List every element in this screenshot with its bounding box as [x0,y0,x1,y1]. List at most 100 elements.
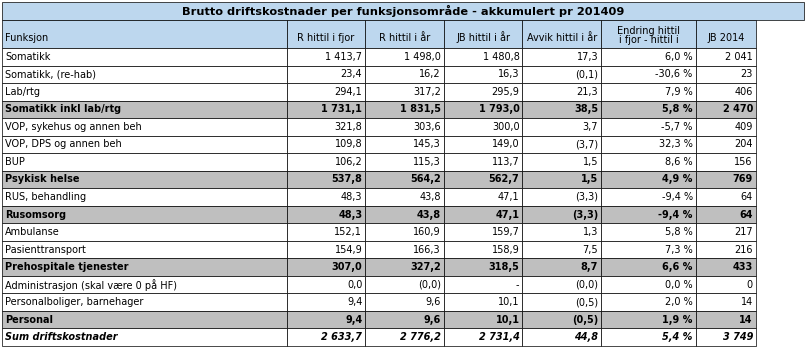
Text: 7,5: 7,5 [583,245,598,255]
Text: (0,5): (0,5) [571,315,598,325]
Text: 564,2: 564,2 [410,174,441,184]
Text: 5,8 %: 5,8 % [663,104,692,114]
Text: 3,7: 3,7 [583,122,598,132]
Bar [522,311,601,329]
Bar [444,311,522,329]
Bar [365,329,444,346]
Text: 2 731,4: 2 731,4 [479,332,520,342]
Text: 9,6: 9,6 [424,315,441,325]
Bar [601,171,696,188]
Text: 156: 156 [734,157,753,167]
Bar [601,206,696,223]
Bar [287,153,365,171]
Text: 433: 433 [733,262,753,272]
Bar [287,101,365,118]
Text: 1 498,0: 1 498,0 [404,52,441,62]
Bar [287,20,365,48]
Text: 1,5: 1,5 [583,157,598,167]
Bar [2,136,287,153]
Bar [365,311,444,329]
Text: Somatikk inkl lab/rtg: Somatikk inkl lab/rtg [5,104,121,114]
Bar [522,118,601,136]
Bar [696,206,756,223]
Text: 152,1: 152,1 [334,227,363,237]
Bar [444,83,522,101]
Text: 145,3: 145,3 [413,140,441,149]
Text: 2 633,7: 2 633,7 [322,332,363,342]
Bar [365,241,444,258]
Bar [287,241,365,258]
Text: Pasienttransport: Pasienttransport [5,245,86,255]
Text: 204: 204 [734,140,753,149]
Bar [2,188,287,206]
Bar [601,101,696,118]
Text: R hittil i år: R hittil i år [379,33,430,43]
Text: 2 470: 2 470 [722,104,753,114]
Text: 1 793,0: 1 793,0 [479,104,520,114]
Bar [287,118,365,136]
Text: Prehospitale tjenester: Prehospitale tjenester [5,262,128,272]
Bar [696,223,756,241]
Text: 64: 64 [739,209,753,220]
Bar [601,65,696,83]
Text: Personal: Personal [5,315,53,325]
Bar [444,48,522,65]
Text: 14: 14 [741,297,753,307]
Text: 16,3: 16,3 [498,69,520,79]
Bar [601,293,696,311]
Text: 17,3: 17,3 [576,52,598,62]
Bar [287,48,365,65]
Bar [601,188,696,206]
Bar [696,329,756,346]
Bar [365,20,444,48]
Bar [444,241,522,258]
Bar [522,171,601,188]
Bar [365,223,444,241]
Bar [444,188,522,206]
Text: 2 776,2: 2 776,2 [400,332,441,342]
Text: 9,6: 9,6 [426,297,441,307]
Bar [696,20,756,48]
Text: 409: 409 [734,122,753,132]
Text: 294,1: 294,1 [334,87,363,97]
Text: 0,0: 0,0 [347,280,363,290]
Bar [365,83,444,101]
Text: Brutto driftskostnader per funksjonsområde - akkumulert pr 201409: Brutto driftskostnader per funksjonsområ… [182,5,624,17]
Bar [365,293,444,311]
Text: 47,1: 47,1 [498,192,520,202]
Text: JB hittil i år: JB hittil i år [456,31,510,43]
Bar [444,101,522,118]
Bar [2,311,287,329]
Bar [522,223,601,241]
Text: Psykisk helse: Psykisk helse [5,174,80,184]
Bar [444,153,522,171]
Bar [2,171,287,188]
Text: (3,3): (3,3) [571,209,598,220]
Text: 5,8 %: 5,8 % [665,227,692,237]
Text: 10,1: 10,1 [498,297,520,307]
Bar [522,241,601,258]
Text: 1,5: 1,5 [581,174,598,184]
Bar [2,241,287,258]
Text: (0,0): (0,0) [575,280,598,290]
Text: 113,7: 113,7 [492,157,520,167]
Bar [287,206,365,223]
Text: 32,3 %: 32,3 % [659,140,692,149]
Bar [522,276,601,293]
Text: -9,4 %: -9,4 % [662,192,692,202]
Text: BUP: BUP [5,157,25,167]
Bar [444,20,522,48]
Bar [2,48,287,65]
Text: 303,6: 303,6 [413,122,441,132]
Text: 295,9: 295,9 [492,87,520,97]
Text: 159,7: 159,7 [492,227,520,237]
Bar [287,65,365,83]
Bar [522,20,601,48]
Bar [365,276,444,293]
Text: 0,0 %: 0,0 % [665,280,692,290]
Text: 406: 406 [734,87,753,97]
Text: 3 749: 3 749 [722,332,753,342]
Bar [522,293,601,311]
Text: (3,7): (3,7) [575,140,598,149]
Text: -5,7 %: -5,7 % [662,122,692,132]
